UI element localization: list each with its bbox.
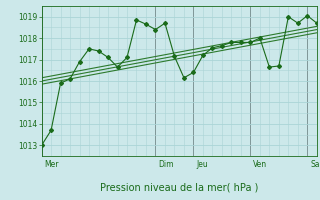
Text: Jeu: Jeu [196, 160, 208, 169]
Text: Ven: Ven [253, 160, 267, 169]
Text: Sam: Sam [310, 160, 320, 169]
Text: Mer: Mer [44, 160, 59, 169]
Text: Dim: Dim [158, 160, 174, 169]
Text: Pression niveau de la mer( hPa ): Pression niveau de la mer( hPa ) [100, 183, 258, 193]
